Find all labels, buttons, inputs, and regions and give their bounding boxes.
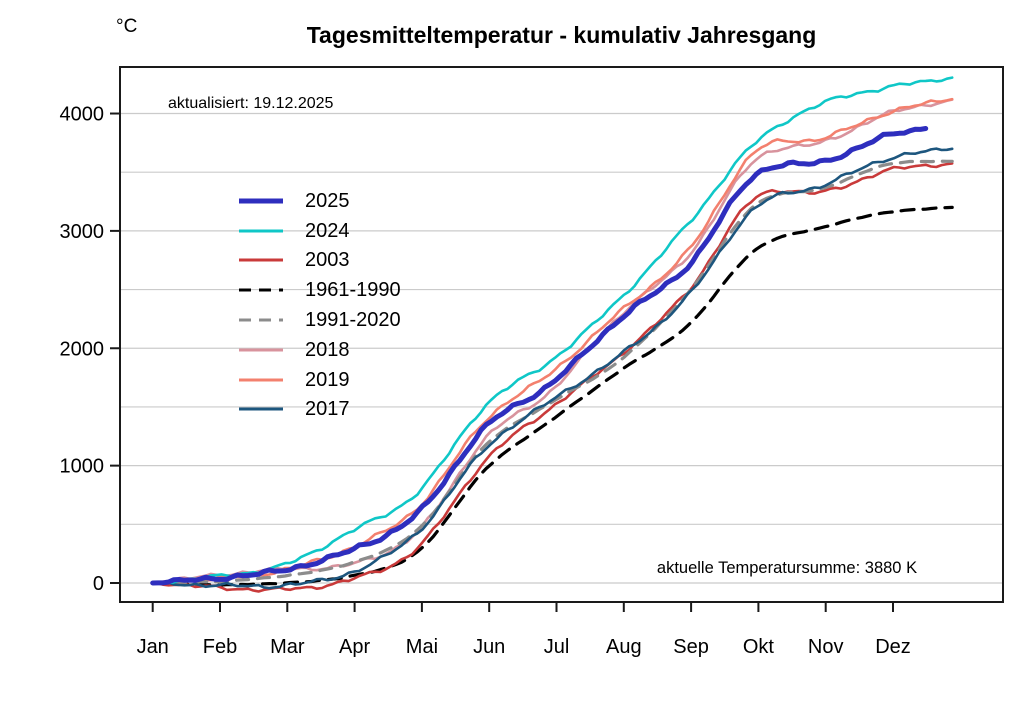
temperature-sum-annotation: aktuelle Temperatursumme: 3880 K [656,559,918,577]
legend-item-2019: 2019 [238,365,401,395]
x-tick-label-Feb: Feb [203,636,237,658]
legend-label-1961-1990: 1961-1990 [305,279,401,302]
legend-label-2024: 2024 [305,219,350,242]
legend-line-sample-2003 [239,258,283,262]
legend-item-1961-1990: 1961-1990 [238,275,401,305]
legend-line-sample-2018 [239,348,283,352]
legend-label-2017: 2017 [305,398,350,421]
legend-line-sample-1991-2020 [239,318,283,322]
curve-1961-1990 [151,205,954,587]
x-tick-label-Dez: Dez [875,636,911,658]
legend-line-sample-2019 [239,378,283,382]
y-tick-label-3000: 3000 [60,221,105,243]
x-tick-label-Mar: Mar [270,636,305,658]
y-axis-unit-label: °C [116,16,138,37]
plot-border [119,66,1004,603]
curve-2024 [151,76,954,585]
legend-line-sample-2025 [239,198,283,204]
legend-label-2019: 2019 [305,368,350,391]
legend-line-sample-2024 [239,229,283,233]
curve-1991-2020 [151,159,954,585]
legend-item-2017: 2017 [238,395,401,425]
legend-item-2024: 2024 [238,216,401,246]
x-tick-label-Okt: Okt [743,636,775,658]
page-title: Tagesmitteltemperatur - kumulativ Jahres… [306,22,817,48]
y-tick-label-4000: 4000 [60,104,105,126]
x-tick-label-Sep: Sep [673,636,709,658]
x-tick-label-Jun: Jun [473,636,505,658]
legend-label-2025: 2025 [305,189,350,212]
legend-item-2018: 2018 [238,335,401,365]
curve-2025 [150,126,929,586]
updated-annotation: aktualisiert: 19.12.2025 [168,95,334,112]
legend-line-sample-1961-1990 [239,288,283,292]
x-tick-label-Jul: Jul [544,636,570,658]
legend-item-1991-2020: 1991-2020 [238,305,401,335]
curve-2003 [151,162,954,593]
y-tick-label-0: 0 [93,573,104,595]
x-tick-label-Nov: Nov [808,636,844,658]
legend-line-sample-2017 [239,407,283,411]
legend: 2025 2024 2003 1961-1990 1991-2020 2018 2019 20… [238,186,401,424]
y-tick-label-2000: 2000 [60,338,105,360]
legend-label-2018: 2018 [305,338,350,361]
y-tick-label-1000: 1000 [60,456,105,478]
curve-2019 [151,97,954,585]
curve-2017 [151,147,954,590]
x-tick-label-Apr: Apr [339,636,370,658]
x-tick-label-Jan: Jan [137,636,169,658]
legend-item-2003: 2003 [238,246,401,276]
legend-label-1991-2020: 1991-2020 [305,309,401,332]
legend-label-2003: 2003 [305,249,350,272]
x-tick-label-Mai: Mai [406,636,438,658]
legend-item-2025: 2025 [238,186,401,216]
x-tick-label-Aug: Aug [606,636,642,658]
